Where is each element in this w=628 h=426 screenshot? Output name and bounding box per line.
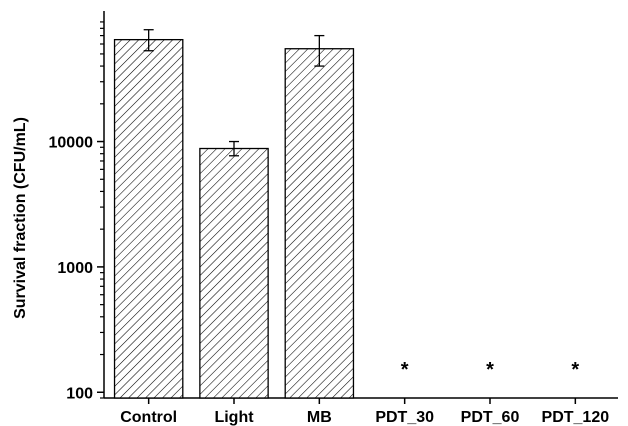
x-tick-label: Control — [120, 409, 177, 426]
y-tick-label: 10000 — [49, 135, 94, 152]
y-tick-label: 100 — [66, 385, 93, 402]
x-tick-label: PDT_120 — [542, 409, 610, 426]
significance-marker: * — [571, 359, 579, 381]
bar — [199, 147, 269, 399]
bar — [284, 48, 355, 399]
significance-marker: * — [401, 359, 409, 381]
x-tick-label: Light — [214, 409, 254, 426]
y-tick-label: 1000 — [57, 260, 93, 277]
significance-marker: * — [486, 359, 494, 381]
x-tick-label: PDT_60 — [461, 409, 520, 426]
bar — [113, 38, 184, 399]
y-axis-title: Survival fraction (CFU/mL) — [12, 117, 29, 319]
x-tick-label: MB — [307, 409, 332, 426]
x-tick-label: PDT_30 — [375, 409, 434, 426]
